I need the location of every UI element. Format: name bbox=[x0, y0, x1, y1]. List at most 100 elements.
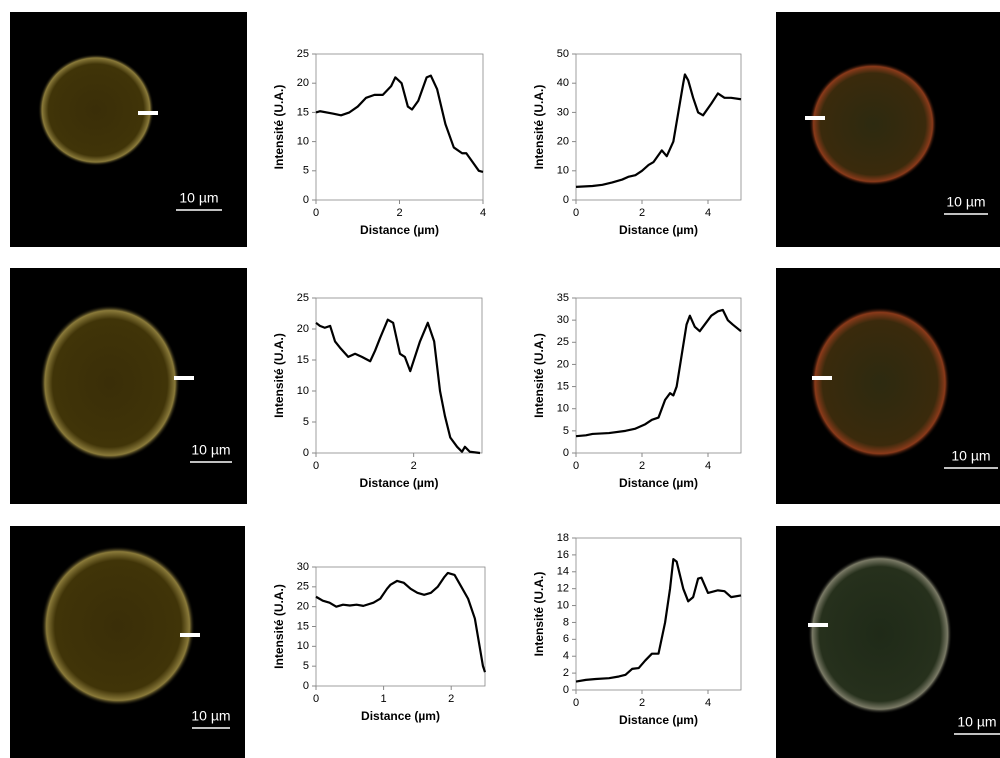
y-tick-label: 25 bbox=[297, 48, 309, 60]
scale-label: 10 µm bbox=[957, 714, 996, 730]
scale-label: 10 µm bbox=[179, 190, 218, 206]
y-tick-label: 20 bbox=[297, 77, 309, 89]
profile-marker bbox=[180, 633, 200, 637]
y-tick-label: 15 bbox=[297, 354, 309, 366]
cell bbox=[38, 54, 154, 166]
x-tick-label: 4 bbox=[705, 697, 711, 709]
y-axis-title: Intensité (U.A.) bbox=[532, 85, 546, 170]
data-line bbox=[315, 571, 487, 673]
y-axis-title: Intensité (U.A.) bbox=[532, 333, 546, 418]
x-tick-label: 4 bbox=[480, 207, 486, 219]
plot-frame bbox=[315, 297, 483, 454]
y-tick-label: 20 bbox=[557, 136, 569, 148]
y-tick-label: 0 bbox=[563, 194, 569, 206]
scale-label: 10 µm bbox=[191, 442, 230, 458]
y-tick-label: 14 bbox=[557, 566, 569, 578]
y-tick-label: 10 bbox=[557, 403, 569, 415]
y-tick-label: 25 bbox=[297, 292, 309, 304]
y-tick-label: 20 bbox=[557, 358, 569, 370]
y-tick-label: 5 bbox=[303, 660, 309, 672]
x-axis-title: Distance (µm) bbox=[619, 223, 698, 237]
y-tick-label: 10 bbox=[297, 640, 309, 652]
y-tick-label: 50 bbox=[557, 48, 569, 60]
y-tick-label: 35 bbox=[557, 292, 569, 304]
y-tick-label: 16 bbox=[557, 549, 569, 561]
x-axis-title: Distance (µm) bbox=[361, 709, 440, 723]
y-axis-title: Intensité (U.A.) bbox=[272, 85, 286, 170]
y-tick-label: 4 bbox=[563, 650, 569, 662]
y-tick-label: 10 bbox=[297, 136, 309, 148]
y-axis-title: Intensité (U.A.) bbox=[272, 333, 286, 418]
x-tick-label: 0 bbox=[313, 207, 319, 219]
profile-marker bbox=[808, 623, 828, 627]
x-tick-label: 2 bbox=[411, 460, 417, 472]
data-line bbox=[575, 308, 742, 438]
cell bbox=[41, 546, 195, 706]
cell bbox=[40, 305, 180, 461]
y-tick-label: 30 bbox=[557, 106, 569, 118]
y-tick-label: 25 bbox=[557, 336, 569, 348]
y-tick-label: 8 bbox=[563, 616, 569, 628]
data-line bbox=[315, 74, 484, 174]
plot-frame bbox=[575, 297, 742, 454]
x-tick-label: 2 bbox=[448, 693, 454, 705]
y-axis-title: Intensité (U.A.) bbox=[532, 572, 546, 657]
y-tick-label: 10 bbox=[557, 599, 569, 611]
y-tick-label: 25 bbox=[297, 581, 309, 593]
profile-marker bbox=[805, 116, 825, 120]
x-tick-label: 0 bbox=[573, 697, 579, 709]
x-tick-label: 0 bbox=[573, 207, 579, 219]
y-tick-label: 5 bbox=[303, 165, 309, 177]
y-tick-label: 0 bbox=[303, 680, 309, 692]
profile-marker bbox=[174, 376, 194, 380]
x-axis-title: Distance (µm) bbox=[619, 713, 698, 727]
y-tick-label: 6 bbox=[563, 633, 569, 645]
x-tick-label: 4 bbox=[705, 207, 711, 219]
y-tick-label: 30 bbox=[297, 561, 309, 573]
y-tick-label: 15 bbox=[557, 380, 569, 392]
y-axis-title: Intensité (U.A.) bbox=[272, 584, 286, 669]
profile-marker bbox=[138, 111, 158, 115]
x-tick-label: 2 bbox=[639, 207, 645, 219]
y-tick-label: 5 bbox=[303, 416, 309, 428]
scale-label: 10 µm bbox=[191, 708, 230, 724]
x-axis-title: Distance (µm) bbox=[360, 476, 439, 490]
y-tick-label: 15 bbox=[297, 620, 309, 632]
data-line bbox=[315, 318, 481, 455]
plot-frame bbox=[575, 537, 742, 691]
x-tick-label: 2 bbox=[396, 207, 402, 219]
x-tick-label: 2 bbox=[639, 460, 645, 472]
plot-frame bbox=[575, 53, 742, 201]
data-line bbox=[575, 73, 742, 188]
y-tick-label: 2 bbox=[563, 667, 569, 679]
cell bbox=[810, 307, 950, 459]
x-tick-label: 0 bbox=[313, 693, 319, 705]
y-tick-label: 40 bbox=[557, 77, 569, 89]
y-tick-label: 10 bbox=[297, 385, 309, 397]
y-tick-label: 15 bbox=[297, 106, 309, 118]
y-tick-label: 20 bbox=[297, 601, 309, 613]
y-tick-label: 20 bbox=[297, 323, 309, 335]
x-tick-label: 1 bbox=[381, 693, 387, 705]
cell bbox=[808, 554, 952, 714]
y-tick-label: 18 bbox=[557, 532, 569, 544]
x-tick-label: 4 bbox=[705, 460, 711, 472]
y-tick-label: 0 bbox=[303, 194, 309, 206]
x-tick-label: 0 bbox=[313, 460, 319, 472]
x-tick-label: 2 bbox=[639, 697, 645, 709]
y-tick-label: 5 bbox=[563, 425, 569, 437]
y-tick-label: 30 bbox=[557, 314, 569, 326]
y-tick-label: 0 bbox=[303, 447, 309, 459]
scale-label: 10 µm bbox=[946, 194, 985, 210]
plot-frame bbox=[315, 53, 484, 201]
y-tick-label: 12 bbox=[557, 583, 569, 595]
x-axis-title: Distance (µm) bbox=[619, 476, 698, 490]
x-axis-title: Distance (µm) bbox=[360, 223, 439, 237]
x-tick-label: 0 bbox=[573, 460, 579, 472]
scale-label: 10 µm bbox=[951, 448, 990, 464]
y-tick-label: 0 bbox=[563, 447, 569, 459]
y-tick-label: 10 bbox=[557, 165, 569, 177]
profile-marker bbox=[812, 376, 832, 380]
y-tick-label: 0 bbox=[563, 684, 569, 696]
